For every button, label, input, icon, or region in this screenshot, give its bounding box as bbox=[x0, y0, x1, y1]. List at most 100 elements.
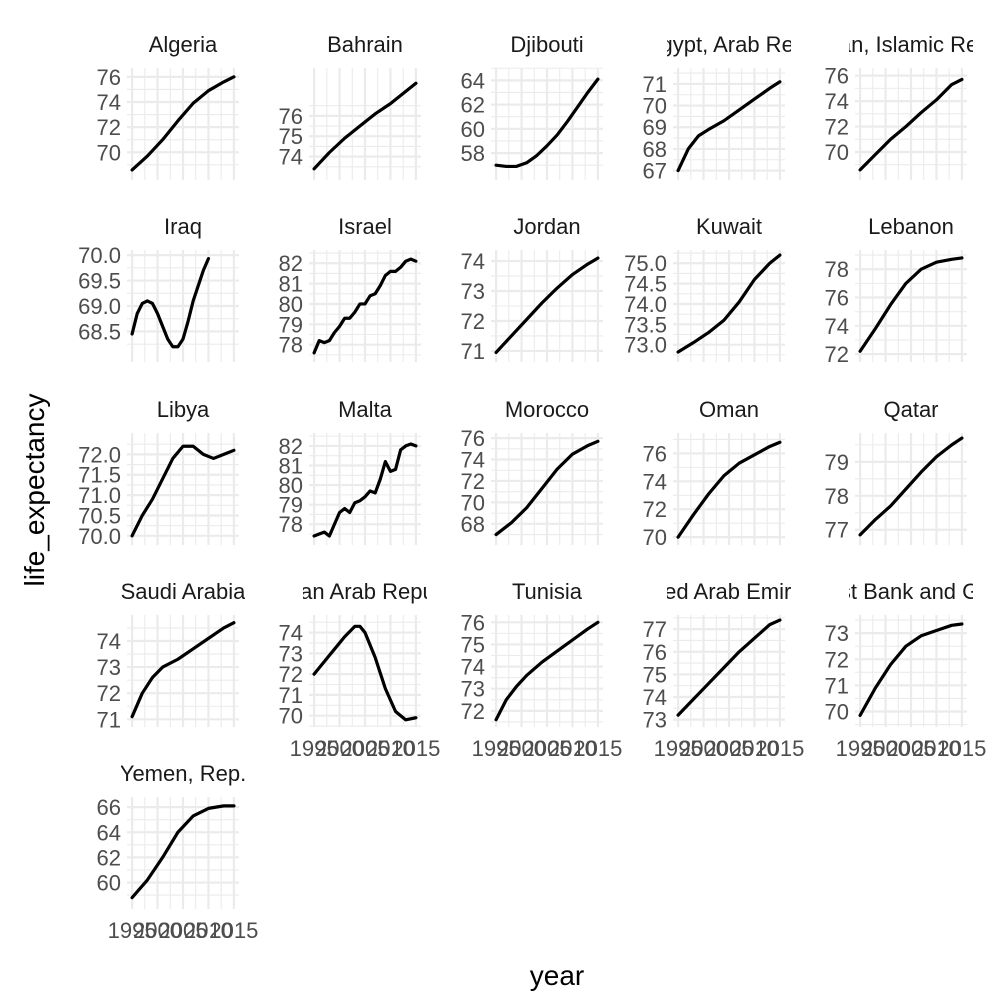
x-tick-label: 1995 bbox=[472, 736, 521, 761]
y-tick-label: 74 bbox=[97, 90, 121, 115]
x-tick-label: 2000 bbox=[861, 736, 910, 761]
life-expectancy-line bbox=[130, 444, 236, 538]
y-tick-label: 75.0 bbox=[624, 251, 667, 276]
y-tick-label: 75 bbox=[279, 124, 303, 149]
y-tick-label: 74 bbox=[461, 448, 485, 473]
y-tick-label: 72 bbox=[643, 497, 667, 522]
x-axis-title: year bbox=[530, 960, 584, 991]
x-tick-label: 1995 bbox=[290, 736, 339, 761]
x-tick-label: 2005 bbox=[523, 736, 572, 761]
y-tick-label: 62 bbox=[461, 93, 485, 118]
facet-panel: 68.569.069.570.0 Iraq bbox=[78, 214, 239, 362]
y-tick-label: 74 bbox=[279, 145, 303, 170]
life-expectancy-line bbox=[130, 75, 236, 172]
y-tick-label: 71 bbox=[643, 72, 667, 97]
facet-title: Iran, Islamic Rep. bbox=[825, 32, 996, 57]
y-tick-label: 74.5 bbox=[624, 272, 667, 297]
facet-title: Qatar bbox=[883, 397, 938, 422]
facet-panel: 77 78 79 Qatar bbox=[825, 397, 967, 545]
y-tick-label: 71 bbox=[279, 683, 303, 708]
facet-title: United Arab Emirates bbox=[625, 579, 833, 604]
y-tick-label: 71.5 bbox=[78, 463, 121, 488]
facet-title: Tunisia bbox=[512, 579, 583, 604]
y-tick-label: 68 bbox=[461, 512, 485, 537]
y-tick-label: 69 bbox=[643, 115, 667, 140]
life-expectancy-line bbox=[494, 256, 600, 355]
life-expectancy-line bbox=[494, 77, 600, 169]
facet-title: Syrian Arab Republic bbox=[262, 579, 467, 604]
y-tick-label: 76 bbox=[825, 286, 849, 311]
x-tick-label: 2015 bbox=[755, 736, 804, 761]
y-tick-label: 69.0 bbox=[78, 294, 121, 319]
y-tick-label: 72 bbox=[97, 115, 121, 140]
life-expectancy-line bbox=[676, 618, 782, 717]
y-tick-label: 76 bbox=[461, 610, 485, 635]
facet-title: Djibouti bbox=[510, 32, 583, 57]
y-tick-label: 82 bbox=[279, 434, 303, 459]
y-axis-title: life_expectancy bbox=[19, 393, 50, 586]
y-tick-label: 72 bbox=[825, 115, 849, 140]
facet-title: Lebanon bbox=[868, 214, 954, 239]
y-tick-label: 80 bbox=[279, 292, 303, 317]
life-expectancy-line bbox=[130, 621, 236, 719]
y-tick-label: 77 bbox=[643, 617, 667, 642]
life-expectancy-line bbox=[676, 80, 782, 173]
y-tick-label: 72 bbox=[97, 681, 121, 706]
life-expectancy-line bbox=[858, 77, 964, 172]
y-tick-label: 74.0 bbox=[624, 292, 667, 317]
facet-title: Saudi Arabia bbox=[121, 579, 247, 604]
facet-title: Yemen, Rep. bbox=[120, 761, 246, 786]
y-tick-label: 60 bbox=[461, 117, 485, 142]
x-tick-label: 2015 bbox=[937, 736, 986, 761]
x-tick-label: 2005 bbox=[887, 736, 936, 761]
x-tick-label: 2010 bbox=[912, 736, 961, 761]
y-tick-label: 70.0 bbox=[78, 524, 121, 549]
y-tick-label: 73 bbox=[461, 279, 485, 304]
y-tick-label: 77 bbox=[825, 518, 849, 543]
life-expectancy-line bbox=[130, 257, 211, 349]
y-tick-label: 81 bbox=[279, 272, 303, 297]
life-expectancy-line bbox=[130, 804, 236, 900]
y-tick-label: 70 bbox=[643, 94, 667, 119]
y-tick-label: 70 bbox=[97, 140, 121, 165]
y-tick-label: 70.5 bbox=[78, 503, 121, 528]
facet-title: Bahrain bbox=[327, 32, 403, 57]
y-tick-label: 74 bbox=[825, 314, 849, 339]
y-tick-label: 66 bbox=[97, 795, 121, 820]
y-tick-label: 76 bbox=[279, 104, 303, 129]
x-tick-label: 2015 bbox=[391, 736, 440, 761]
facet-title: Jordan bbox=[513, 214, 580, 239]
x-tick-label: 2000 bbox=[679, 736, 728, 761]
life-expectancy-line bbox=[858, 256, 964, 353]
y-tick-label: 78 bbox=[825, 484, 849, 509]
y-tick-label: 79 bbox=[279, 312, 303, 337]
y-tick-label: 76 bbox=[643, 640, 667, 665]
y-tick-label: 75 bbox=[461, 632, 485, 657]
y-tick-label: 72 bbox=[825, 342, 849, 367]
y-tick-label: 71 bbox=[825, 673, 849, 698]
x-tick-label: 2010 bbox=[184, 918, 233, 943]
life-expectancy-line bbox=[494, 620, 600, 722]
y-tick-label: 73 bbox=[97, 655, 121, 680]
x-tick-label: 1995 bbox=[836, 736, 885, 761]
x-tick-label: 2000 bbox=[315, 736, 364, 761]
y-tick-label: 79 bbox=[279, 493, 303, 518]
y-tick-label: 60 bbox=[97, 871, 121, 896]
y-tick-label: 74 bbox=[461, 249, 485, 274]
y-tick-label: 72 bbox=[461, 699, 485, 724]
y-tick-label: 79 bbox=[825, 450, 849, 475]
facet-title: Iraq bbox=[164, 214, 202, 239]
life-expectancy-line bbox=[858, 622, 964, 717]
y-tick-label: 72 bbox=[461, 469, 485, 494]
facet-title: Algeria bbox=[149, 32, 218, 57]
y-tick-label: 76 bbox=[643, 441, 667, 466]
x-tick-label: 2000 bbox=[133, 918, 182, 943]
facet-title: Egypt, Arab Rep. bbox=[646, 32, 812, 57]
y-tick-label: 78 bbox=[279, 512, 303, 537]
